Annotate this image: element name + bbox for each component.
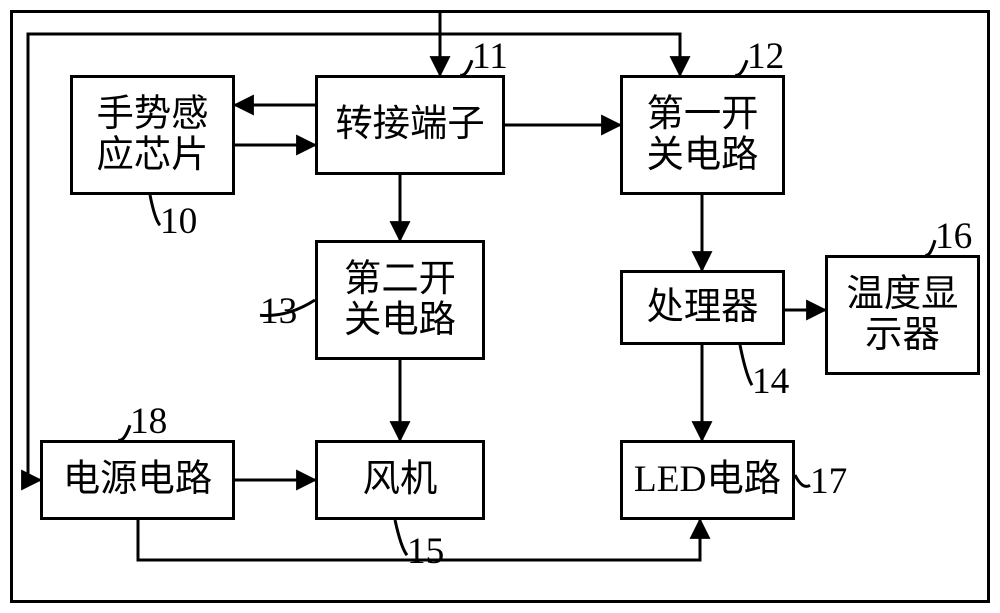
callout-10: 10 [160, 200, 197, 243]
node-label: 温度显示器 [847, 274, 959, 356]
node-power-circuit: 电源电路 [40, 440, 235, 520]
callout-15: 15 [407, 530, 444, 573]
node-second-switch-circuit: 第二开关电路 [315, 240, 485, 360]
callout-12: 12 [747, 35, 784, 78]
node-label: 第二开关电路 [344, 259, 456, 341]
node-label: 风机 [363, 459, 438, 500]
node-fan: 风机 [315, 440, 485, 520]
callout-14: 14 [752, 360, 789, 403]
callout-16: 16 [935, 215, 972, 258]
node-label: 第一开关电路 [647, 94, 759, 176]
callout-11: 11 [472, 35, 508, 78]
node-adapter-terminal: 转接端子 [315, 75, 505, 175]
callout-18: 18 [130, 400, 167, 443]
callout-17: 17 [810, 460, 847, 503]
node-label: 处理器 [647, 287, 759, 328]
node-label: 电源电路 [63, 459, 212, 500]
node-label: LED电路 [634, 459, 781, 500]
node-label: 转接端子 [335, 104, 484, 145]
node-temperature-display: 温度显示器 [825, 255, 980, 375]
diagram-canvas: 手势感应芯片 转接端子 第一开关电路 第二开关电路 处理器 风机 温度显示器 L… [0, 0, 1000, 613]
node-led-circuit: LED电路 [620, 440, 795, 520]
callout-13: 13 [260, 290, 297, 333]
node-label: 手势感应芯片 [97, 94, 209, 176]
node-processor: 处理器 [620, 270, 785, 345]
node-gesture-chip: 手势感应芯片 [70, 75, 235, 195]
node-first-switch-circuit: 第一开关电路 [620, 75, 785, 195]
